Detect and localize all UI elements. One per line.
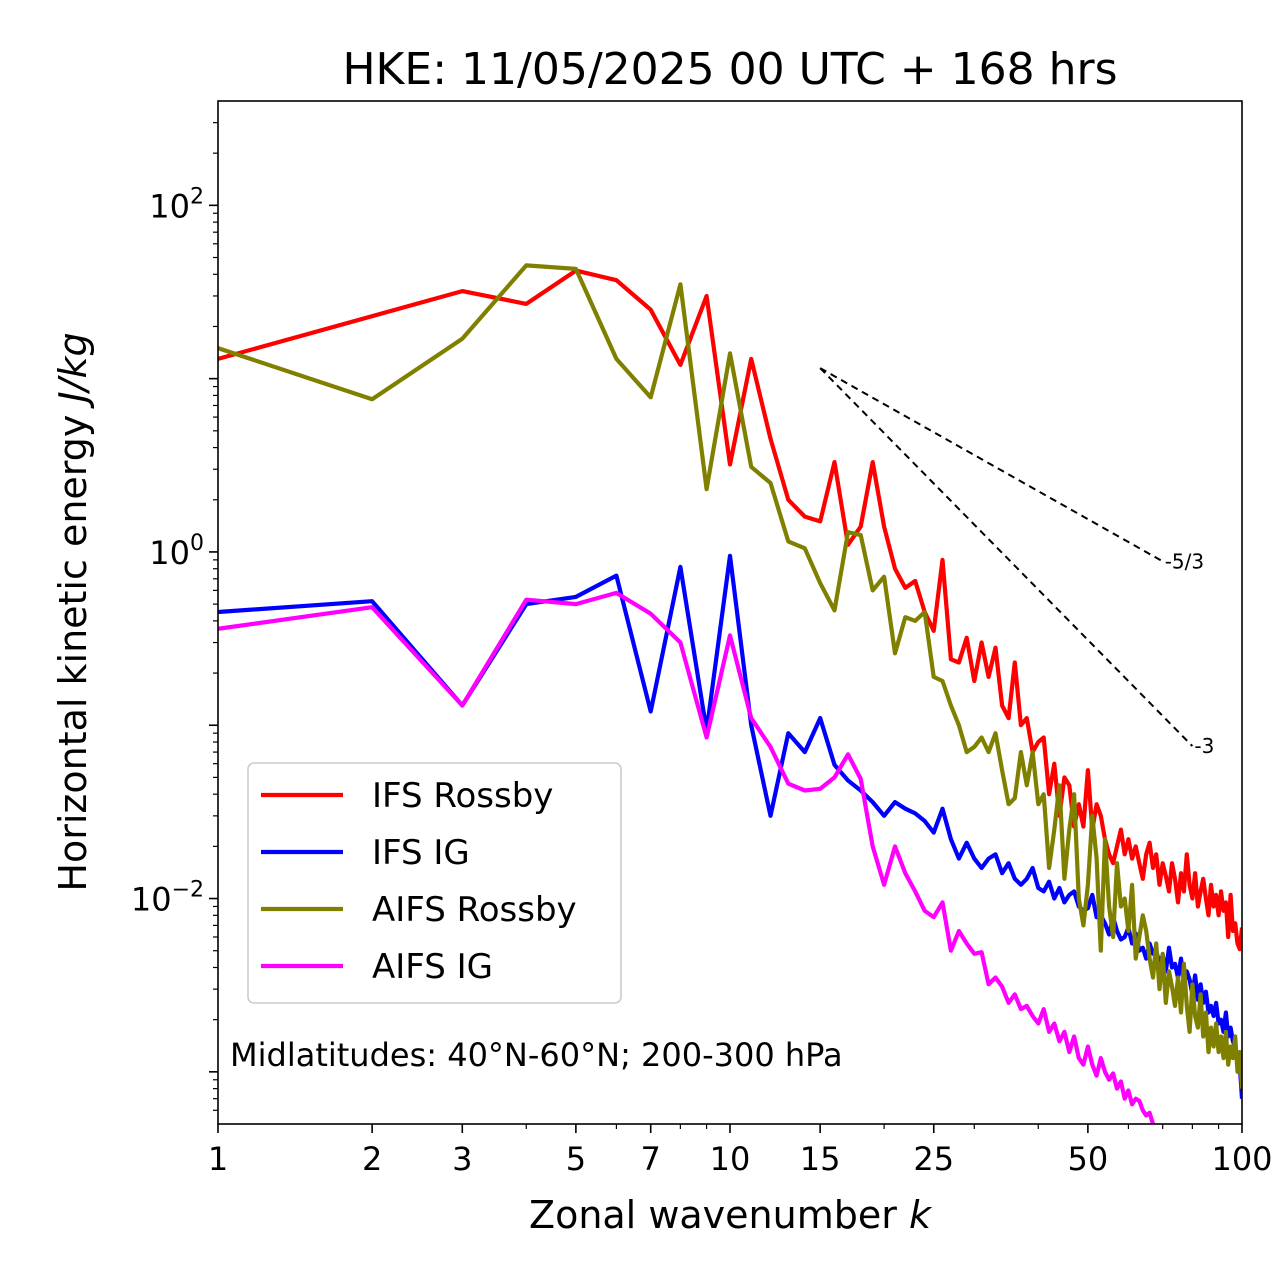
x-tick-label: 10 xyxy=(710,1140,751,1178)
y-tick-label: 10−2 xyxy=(131,878,204,919)
y-tick-label-exponent: −2 xyxy=(172,878,204,903)
reference-slopes: -5/3 -3 xyxy=(819,367,1214,758)
y-tick-label-exponent: 0 xyxy=(190,531,204,556)
reference-slope-line xyxy=(819,367,1164,563)
x-tick-label: 5 xyxy=(566,1140,586,1178)
x-axis-label-variable: k xyxy=(909,1193,933,1237)
y-tick-label-base: 10 xyxy=(149,534,190,572)
x-tick-label: 3 xyxy=(452,1140,472,1178)
legend-label: IFS Rossby xyxy=(372,776,553,816)
series-line-aifs-rossby xyxy=(218,263,1242,1089)
legend-box xyxy=(247,762,622,1004)
y-tick-label: 102 xyxy=(149,184,204,225)
x-tick-label: 2 xyxy=(362,1140,382,1178)
reference-slope-line xyxy=(819,367,1194,747)
x-tick-label: 15 xyxy=(800,1140,841,1178)
legend-label: AIFS Rossby xyxy=(372,890,577,930)
y-tick-label: 100 xyxy=(149,531,204,572)
x-tick-label: 1 xyxy=(208,1140,228,1178)
region-annotation: Midlatitudes: 40°N-60°N; 200-300 hPa xyxy=(230,1036,843,1074)
y-axis-label-main: Horizontal kinetic energy xyxy=(51,403,95,892)
y-axis-label: Horizontal kinetic energy J/kg xyxy=(51,332,95,891)
y-tick-label-exponent: 2 xyxy=(190,184,204,209)
x-tick-label: 25 xyxy=(913,1140,954,1178)
reference-slope-label: -3 xyxy=(1194,734,1214,758)
series-layer xyxy=(218,263,1242,1124)
reference-slope-label: -5/3 xyxy=(1165,549,1204,573)
y-tick-label-base: 10 xyxy=(149,187,190,225)
legend-label: AIFS IG xyxy=(372,947,493,987)
x-tick-label: 50 xyxy=(1068,1140,1109,1178)
legend-entries: IFS Rossby IFS IG AIFS Rossby AIFS IG xyxy=(261,776,577,987)
x-tick-label: 7 xyxy=(641,1140,661,1178)
series-line-aifs-ig xyxy=(218,590,1156,1124)
chart-title: HKE: 11/05/2025 00 UTC + 168 hrs xyxy=(342,44,1117,95)
legend: IFS Rossby IFS IG AIFS Rossby AIFS IG xyxy=(247,762,622,1004)
y-tick-label-base: 10 xyxy=(131,881,172,919)
y-axis-label-variable: J/kg xyxy=(51,332,95,409)
legend-label: IFS IG xyxy=(372,833,470,873)
x-axis-label-main: Zonal wavenumber xyxy=(529,1193,909,1237)
x-axis-label: Zonal wavenumber k xyxy=(529,1193,933,1237)
x-tick-label: 100 xyxy=(1211,1140,1272,1178)
